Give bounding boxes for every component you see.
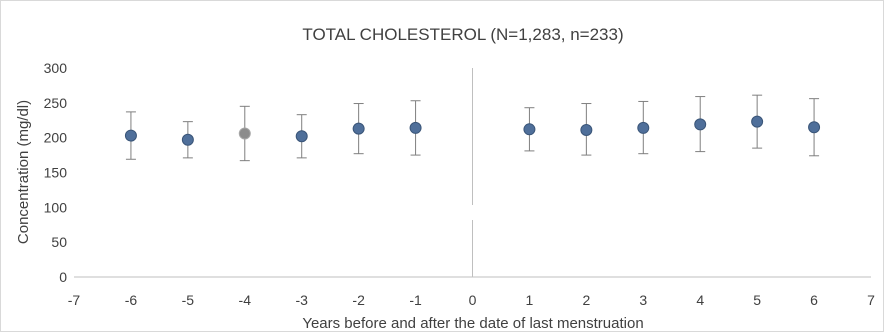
x-tick-label: -5: [182, 292, 195, 308]
x-tick-label: 4: [696, 292, 704, 308]
y-tick-label: 250: [44, 95, 68, 111]
y-tick-labels: 0 50 100 150 200 250 300: [44, 60, 68, 285]
x-tick-label: 2: [582, 292, 590, 308]
x-tick-label: -2: [352, 292, 365, 308]
data-points: [124, 115, 821, 146]
y-tick-label: 150: [44, 165, 68, 181]
data-point: [637, 121, 650, 134]
y-axis-label: Concentration (mg/dl): [15, 100, 32, 244]
x-tick-label: -7: [68, 292, 81, 308]
data-point: [181, 133, 194, 146]
y-tick-label: 100: [44, 199, 68, 215]
x-tick-label: 5: [753, 292, 761, 308]
data-point: [352, 122, 365, 135]
x-tick-label: 1: [526, 292, 534, 308]
data-point: [694, 118, 707, 131]
x-tick-label: 3: [639, 292, 647, 308]
y-tick-label: 0: [59, 269, 67, 285]
x-tick-label: 0: [469, 292, 477, 308]
y-tick-label: 50: [51, 234, 67, 250]
y-tick-label: 200: [44, 130, 68, 146]
data-point: [808, 121, 821, 134]
data-point: [409, 121, 422, 134]
data-point: [580, 124, 593, 137]
data-point: [751, 115, 764, 128]
x-tick-labels: -7 -6 -5 -4 -3 -2 -1 0 1 2 3 4 5 6 7: [68, 292, 875, 308]
data-point: [295, 130, 308, 143]
x-tick-label: -6: [125, 292, 138, 308]
x-tick-label: 6: [810, 292, 818, 308]
data-point: [238, 127, 251, 140]
x-tick-label: -3: [295, 292, 308, 308]
x-tick-label: 7: [867, 292, 875, 308]
chart-title: TOTAL CHOLESTEROL (N=1,283, n=233): [302, 25, 623, 44]
x-axis-label: Years before and after the date of last …: [302, 315, 643, 332]
data-point: [523, 123, 536, 136]
y-tick-label: 300: [44, 60, 68, 76]
x-tick-label: -1: [409, 292, 422, 308]
data-point: [124, 129, 137, 142]
x-tick-label: -4: [239, 292, 252, 308]
